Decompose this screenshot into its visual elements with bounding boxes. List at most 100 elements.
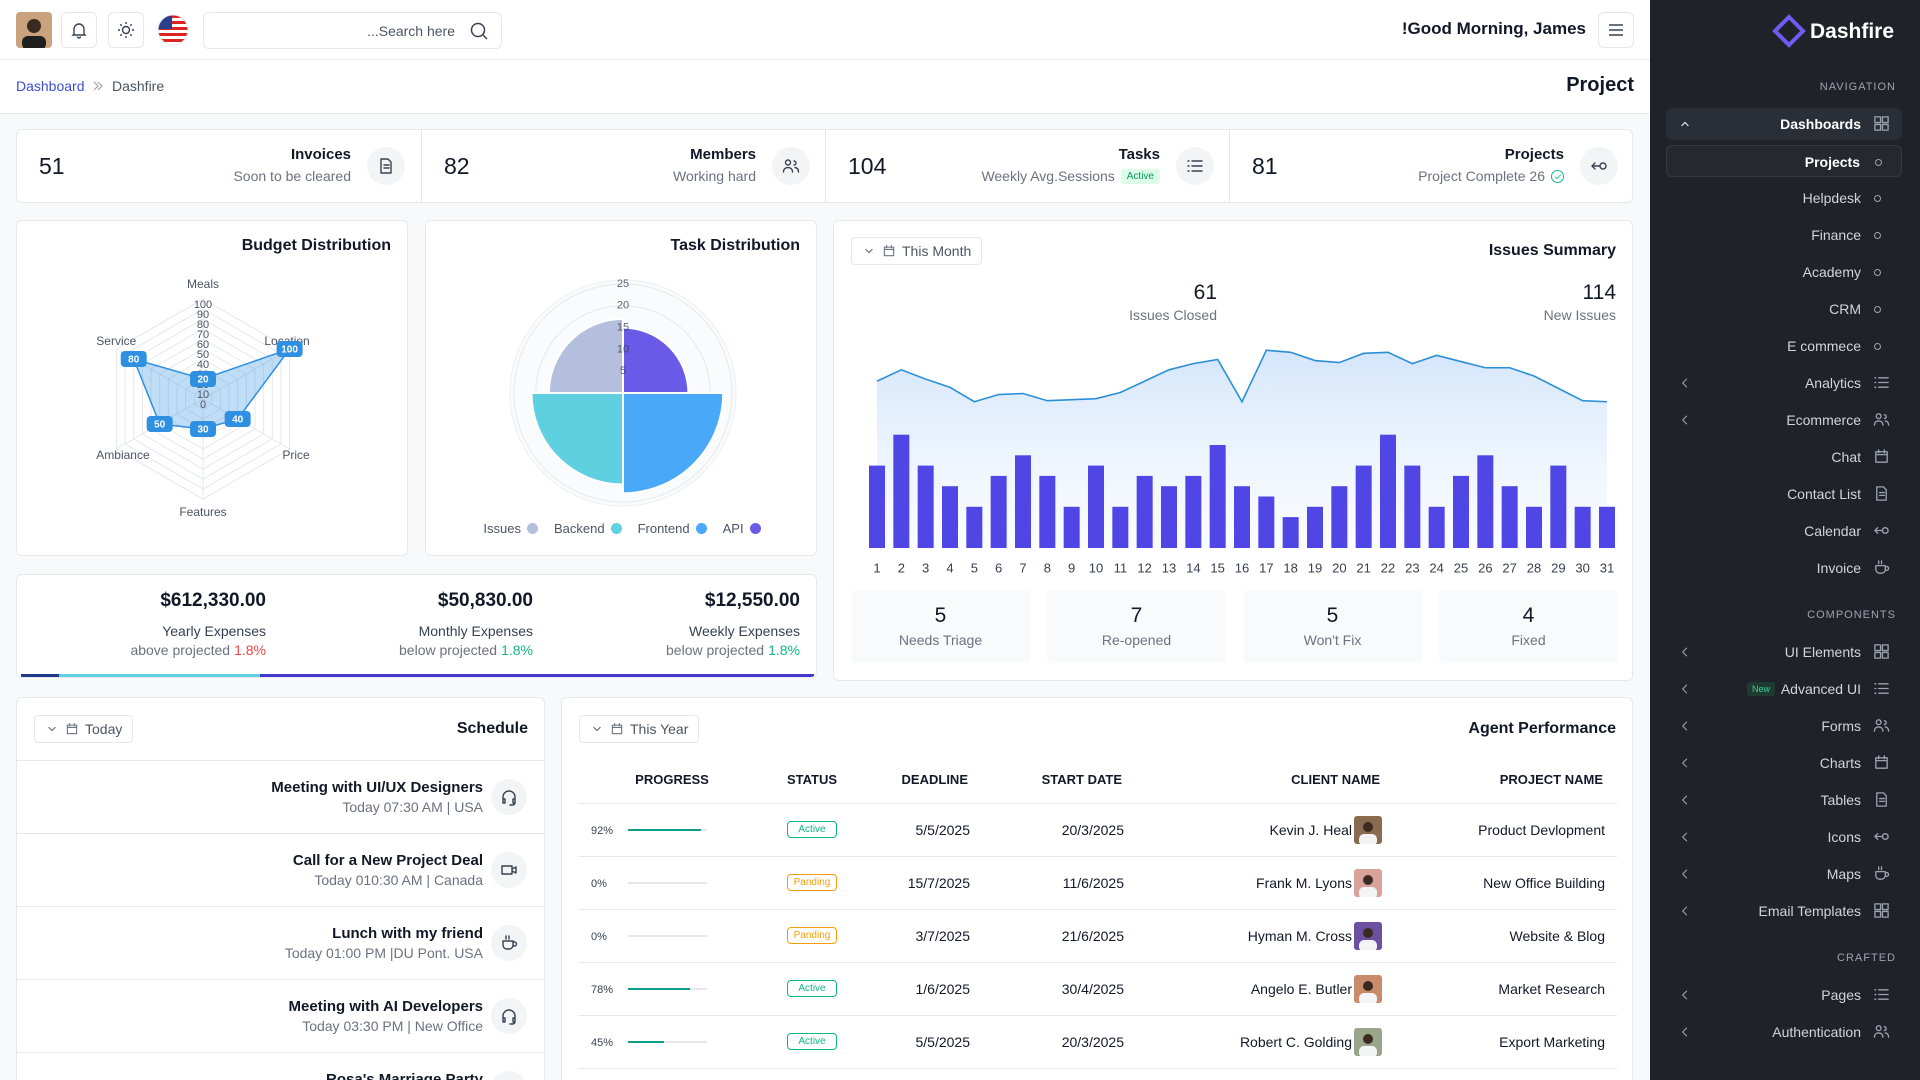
sidebar-item[interactable]: Maps — [1666, 858, 1902, 890]
status-badge: Active — [787, 821, 837, 838]
sidebar-item[interactable]: UI Elements — [1666, 636, 1902, 668]
schedule-item[interactable]: Meeting with AI Developers Today 03:30 PM… — [17, 980, 544, 1053]
stat-value: 82 — [444, 153, 470, 179]
chevron-icon — [1681, 121, 1689, 127]
notifications-button[interactable] — [61, 12, 97, 48]
sidebar-item[interactable]: Dashboards — [1666, 108, 1902, 140]
stat-sub-text: Weekly Avg.Sessions — [981, 168, 1115, 184]
legend-swatch — [749, 523, 761, 534]
avatar-body — [1359, 1046, 1377, 1056]
sidebar-item[interactable]: Analytics — [1666, 367, 1902, 399]
sidebar-item[interactable]: Chat — [1666, 441, 1902, 473]
cell-start-date: 20/3/2025 — [1061, 1034, 1124, 1050]
chevron-icon-shape — [48, 726, 56, 732]
schedule-item[interactable]: Lunch with my friend Today 01:00 PM |DU P… — [17, 907, 544, 980]
schedule-item[interactable]: Meeting with UI/UX Designers Today 07:30 … — [17, 761, 544, 834]
row-divider — [579, 1068, 1617, 1069]
sidebar-item[interactable]: Forms — [1666, 710, 1902, 742]
cell-client: Robert C. Golding — [1239, 1034, 1352, 1050]
expense-note: above projected 1.8% — [130, 642, 266, 658]
flag-icon-part-part — [158, 39, 188, 42]
x-tick-label: 17 — [1259, 560, 1273, 575]
cell-project: Website & Blog — [1509, 928, 1605, 944]
sidebar-icon-shape — [1873, 719, 1890, 732]
avatar-image — [1359, 822, 1377, 844]
status-badge: Active — [787, 1033, 837, 1050]
sidebar-item[interactable]: Tables — [1666, 784, 1902, 816]
x-tick-label: 31 — [1600, 560, 1614, 575]
filter-dropdown[interactable]: Today — [34, 715, 134, 743]
progress-label: 0% — [591, 931, 607, 943]
r-tick-label: 25 — [617, 278, 629, 290]
schedule-icon-glyph — [501, 865, 517, 875]
polar-wedge — [547, 317, 624, 394]
chevron-icon — [1682, 832, 1688, 842]
user-avatar[interactable] — [16, 12, 52, 48]
issues-card: Issues Summary 1 2 3 4 5 6 7 8 9 10 11 12 13 14 15 16 17… — [833, 220, 1633, 681]
sidebar-item[interactable]: Advanced UI New — [1666, 673, 1902, 705]
legend-label: Frontend — [637, 521, 690, 536]
sidebar-subitem[interactable]: Helpdesk — [1666, 182, 1902, 214]
sidebar-label: Academy — [1802, 264, 1861, 280]
sidebar-item[interactable]: Icons — [1666, 821, 1902, 853]
filter-dropdown[interactable]: This Year — [579, 715, 700, 743]
schedule-icon-glyph — [502, 1009, 516, 1025]
language-flag[interactable] — [155, 12, 191, 48]
sidebar-item[interactable]: Calendar — [1666, 515, 1902, 547]
sidebar-item[interactable]: Pages — [1666, 979, 1902, 1011]
cell-deadline: 5/5/2025 — [915, 1034, 971, 1050]
sidebar-subitem[interactable]: E commece — [1666, 330, 1902, 362]
legend-item[interactable]: Backend — [554, 521, 622, 536]
status-badge: Active — [1120, 168, 1160, 184]
column-header: PROGRESS — [635, 772, 709, 787]
chevron-icon-shape — [1682, 869, 1688, 879]
sidebar-item[interactable]: Contact List — [1666, 478, 1902, 510]
polar-wedge — [622, 326, 690, 394]
sidebar-item[interactable]: Email Templates — [1666, 895, 1902, 927]
polar-wedge — [530, 392, 624, 486]
schedule-item[interactable]: Rosa's Marriage Party — [17, 1053, 544, 1080]
stat-icon-glyph-shape — [1187, 160, 1203, 172]
sub-dot — [1874, 195, 1881, 202]
sidebar-icon-shape — [1875, 755, 1888, 769]
sidebar-subitem[interactable]: Finance — [1666, 219, 1902, 251]
expense-label: Weekly Expenses — [688, 623, 800, 639]
legend-item[interactable]: Issues — [483, 521, 538, 536]
chevron-icon-shape — [1682, 990, 1688, 1000]
chevron-icon — [593, 726, 601, 732]
stat-label: Tasks — [1118, 146, 1160, 163]
x-tick-label: 6 — [995, 560, 1002, 575]
stat-icon — [1176, 147, 1214, 185]
page-title: Project — [1566, 74, 1634, 96]
legend-item[interactable]: API — [723, 521, 761, 536]
theme-toggle[interactable] — [108, 12, 144, 48]
sidebar-icon — [1873, 719, 1890, 732]
sidebar-subitem[interactable]: CRM — [1666, 293, 1902, 325]
bar — [1282, 517, 1299, 548]
menu-icon-part — [1609, 24, 1623, 36]
sidebar-item[interactable]: Authentication — [1666, 1016, 1902, 1048]
check-icon — [1551, 169, 1564, 183]
sidebar-label: Analytics — [1804, 375, 1861, 391]
calendar-glyph — [883, 245, 895, 257]
legend-item[interactable]: Frontend — [638, 521, 707, 536]
status-badge: Active — [787, 980, 837, 997]
sidebar-item[interactable]: Ecommerce — [1666, 404, 1902, 436]
brand-name: Dashfire — [1809, 20, 1894, 43]
chevron-icon — [1682, 795, 1688, 805]
schedule-item[interactable]: Call for a New Project Deal Today 010:30 … — [17, 834, 544, 907]
sidebar-subitem[interactable]: Projects — [1666, 145, 1902, 177]
sidebar-item[interactable]: Invoice — [1666, 552, 1902, 584]
menu-button[interactable] — [1598, 12, 1634, 48]
breadcrumb-link[interactable]: Dashboard — [16, 78, 85, 94]
search-box[interactable]: ...Search here — [203, 12, 502, 49]
calendar-icon — [65, 722, 79, 736]
schedule-title: Lunch with my friend — [332, 925, 483, 942]
sidebar-item[interactable]: Charts — [1666, 747, 1902, 779]
filter-dropdown[interactable]: This Month — [851, 237, 983, 265]
breakdown-label: Fixed — [1511, 632, 1546, 648]
sidebar-label: Calendar — [1804, 523, 1861, 539]
sidebar-subitem[interactable]: Academy — [1666, 256, 1902, 288]
sidebar-icon — [1874, 116, 1889, 131]
bar — [1015, 455, 1031, 548]
